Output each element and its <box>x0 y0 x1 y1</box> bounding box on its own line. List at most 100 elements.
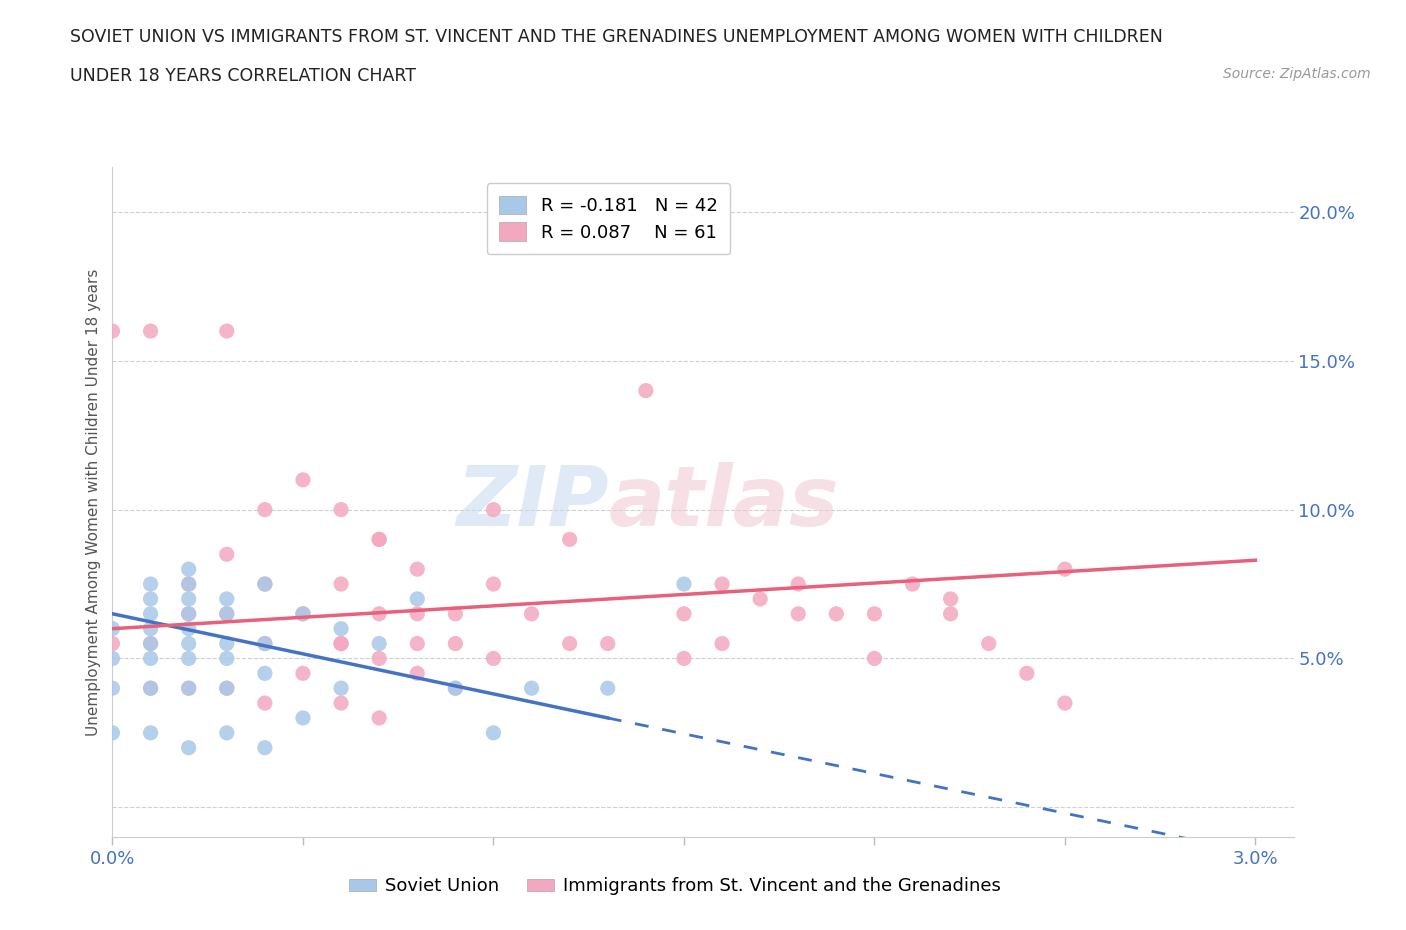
Point <box>215 591 238 606</box>
Point <box>368 636 391 651</box>
Point <box>177 651 200 666</box>
Point <box>177 636 200 651</box>
Point <box>368 532 391 547</box>
Text: Source: ZipAtlas.com: Source: ZipAtlas.com <box>1223 67 1371 81</box>
Point <box>177 577 200 591</box>
Point <box>330 502 353 517</box>
Point <box>139 324 162 339</box>
Point <box>672 577 695 591</box>
Text: SOVIET UNION VS IMMIGRANTS FROM ST. VINCENT AND THE GRENADINES UNEMPLOYMENT AMON: SOVIET UNION VS IMMIGRANTS FROM ST. VINC… <box>70 28 1163 46</box>
Point <box>101 636 124 651</box>
Text: UNDER 18 YEARS CORRELATION CHART: UNDER 18 YEARS CORRELATION CHART <box>70 67 416 85</box>
Point <box>672 606 695 621</box>
Point <box>139 591 162 606</box>
Point <box>444 606 467 621</box>
Point <box>253 740 276 755</box>
Point <box>368 532 391 547</box>
Legend: Soviet Union, Immigrants from St. Vincent and the Grenadines: Soviet Union, Immigrants from St. Vincen… <box>342 870 1008 902</box>
Text: ZIP: ZIP <box>456 461 609 543</box>
Point <box>139 621 162 636</box>
Point <box>596 681 619 696</box>
Point <box>291 606 314 621</box>
Point <box>787 577 810 591</box>
Point <box>291 606 314 621</box>
Point <box>177 562 200 577</box>
Point <box>177 591 200 606</box>
Point <box>977 636 1000 651</box>
Point <box>253 577 276 591</box>
Point <box>291 472 314 487</box>
Point <box>939 591 962 606</box>
Point <box>215 636 238 651</box>
Point <box>177 681 200 696</box>
Point <box>406 606 429 621</box>
Point <box>406 562 429 577</box>
Point <box>482 725 505 740</box>
Point <box>749 591 772 606</box>
Point <box>672 651 695 666</box>
Point <box>139 725 162 740</box>
Point <box>215 324 238 339</box>
Point <box>444 636 467 651</box>
Point <box>139 651 162 666</box>
Point <box>406 591 429 606</box>
Point <box>215 725 238 740</box>
Point <box>253 636 276 651</box>
Point <box>330 636 353 651</box>
Point <box>139 636 162 651</box>
Point <box>330 636 353 651</box>
Point <box>330 577 353 591</box>
Point <box>215 606 238 621</box>
Point <box>177 606 200 621</box>
Point <box>101 324 124 339</box>
Point <box>291 711 314 725</box>
Point <box>253 636 276 651</box>
Point <box>139 681 162 696</box>
Point <box>825 606 848 621</box>
Point <box>520 606 543 621</box>
Point <box>253 696 276 711</box>
Point <box>139 577 162 591</box>
Point <box>215 681 238 696</box>
Y-axis label: Unemployment Among Women with Children Under 18 years: Unemployment Among Women with Children U… <box>86 269 101 736</box>
Point <box>330 681 353 696</box>
Point <box>253 666 276 681</box>
Point <box>901 577 924 591</box>
Point <box>368 651 391 666</box>
Point <box>368 711 391 725</box>
Point <box>520 681 543 696</box>
Point <box>139 606 162 621</box>
Point <box>330 696 353 711</box>
Point <box>215 681 238 696</box>
Point <box>444 681 467 696</box>
Point <box>787 606 810 621</box>
Point <box>444 681 467 696</box>
Point <box>215 651 238 666</box>
Point <box>482 502 505 517</box>
Point <box>482 577 505 591</box>
Point <box>482 651 505 666</box>
Point <box>406 666 429 681</box>
Point <box>253 577 276 591</box>
Point <box>215 547 238 562</box>
Point <box>368 606 391 621</box>
Point <box>406 636 429 651</box>
Point <box>558 636 581 651</box>
Point <box>1053 696 1076 711</box>
Point <box>711 636 734 651</box>
Point <box>863 651 886 666</box>
Legend: R = -0.181   N = 42, R = 0.087    N = 61: R = -0.181 N = 42, R = 0.087 N = 61 <box>486 183 730 254</box>
Text: atlas: atlas <box>609 461 839 543</box>
Point <box>634 383 657 398</box>
Point <box>177 577 200 591</box>
Point <box>101 681 124 696</box>
Point <box>863 606 886 621</box>
Point <box>101 725 124 740</box>
Point <box>939 606 962 621</box>
Point <box>139 636 162 651</box>
Point <box>1015 666 1038 681</box>
Point <box>101 621 124 636</box>
Point <box>177 740 200 755</box>
Point <box>177 681 200 696</box>
Point <box>596 636 619 651</box>
